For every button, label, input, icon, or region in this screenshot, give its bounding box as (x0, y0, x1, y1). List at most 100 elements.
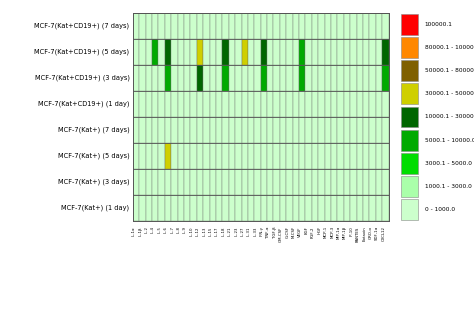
Bar (312, 117, 319, 143)
Bar (222, 39, 228, 65)
Bar (350, 65, 357, 91)
Bar (350, 13, 357, 39)
Text: IL-2: IL-2 (145, 226, 149, 233)
Bar (370, 143, 376, 169)
Bar (293, 91, 299, 117)
Bar (383, 65, 389, 91)
Bar (171, 91, 177, 117)
Bar (177, 13, 184, 39)
Bar (286, 169, 293, 195)
Bar (331, 13, 337, 39)
Bar (139, 65, 146, 91)
Bar (210, 91, 216, 117)
Text: 1000.1 - 3000.0: 1000.1 - 3000.0 (425, 184, 472, 189)
Bar (293, 65, 299, 91)
Bar (363, 91, 370, 117)
Bar (210, 65, 216, 91)
Bar (357, 91, 363, 117)
Bar (184, 117, 190, 143)
Bar (216, 169, 222, 195)
Bar (165, 117, 171, 143)
Bar (228, 195, 235, 221)
Bar (376, 39, 383, 65)
Bar (312, 195, 319, 221)
Bar (261, 13, 267, 39)
Text: IFN-γ: IFN-γ (260, 226, 264, 236)
Bar (383, 169, 389, 195)
Bar (331, 39, 337, 65)
Bar (133, 13, 139, 39)
Bar (241, 143, 248, 169)
Bar (241, 91, 248, 117)
Bar (261, 39, 267, 65)
Bar (241, 39, 248, 65)
Bar (280, 65, 286, 91)
Bar (401, 14, 418, 35)
Bar (306, 143, 312, 169)
Text: IL-12: IL-12 (196, 226, 200, 236)
Bar (370, 169, 376, 195)
Bar (344, 143, 350, 169)
Bar (222, 65, 228, 91)
Bar (267, 39, 273, 65)
Bar (299, 143, 306, 169)
Bar (152, 117, 158, 143)
Bar (235, 169, 241, 195)
Bar (210, 117, 216, 143)
Bar (152, 195, 158, 221)
Bar (280, 143, 286, 169)
Text: 50000.1 - 80000.0: 50000.1 - 80000.0 (425, 68, 474, 73)
Text: IL-13: IL-13 (202, 226, 206, 236)
Bar (357, 195, 363, 221)
Bar (401, 60, 418, 81)
Bar (241, 117, 248, 143)
Bar (235, 143, 241, 169)
Bar (152, 91, 158, 117)
Bar (299, 117, 306, 143)
Bar (350, 169, 357, 195)
Bar (273, 143, 280, 169)
Bar (293, 39, 299, 65)
Bar (133, 91, 139, 117)
Bar (241, 65, 248, 91)
Text: MCF-7(Kat+CD19+) (3 days): MCF-7(Kat+CD19+) (3 days) (35, 75, 129, 81)
Bar (376, 91, 383, 117)
Bar (401, 199, 418, 220)
Bar (319, 143, 325, 169)
Bar (235, 13, 241, 39)
Bar (184, 13, 190, 39)
Text: 0 - 1000.0: 0 - 1000.0 (425, 207, 455, 212)
Bar (177, 117, 184, 143)
Bar (383, 91, 389, 117)
Bar (273, 169, 280, 195)
Bar (190, 13, 197, 39)
Bar (197, 91, 203, 117)
Bar (197, 143, 203, 169)
Bar (190, 39, 197, 65)
Text: IL-31: IL-31 (247, 226, 251, 236)
Text: HGF: HGF (318, 226, 321, 234)
Bar (210, 169, 216, 195)
Bar (350, 195, 357, 221)
Bar (254, 91, 261, 117)
Text: VEGF: VEGF (298, 226, 302, 237)
Text: 30000.1 - 50000.0: 30000.1 - 50000.0 (425, 91, 474, 96)
Bar (139, 91, 146, 117)
Bar (357, 169, 363, 195)
Bar (197, 13, 203, 39)
Bar (273, 13, 280, 39)
Bar (228, 91, 235, 117)
Bar (370, 39, 376, 65)
Bar (331, 91, 337, 117)
Text: G-CSF: G-CSF (285, 226, 290, 238)
Bar (280, 39, 286, 65)
Bar (216, 91, 222, 117)
Text: MCP-3: MCP-3 (330, 226, 334, 238)
Bar (337, 169, 344, 195)
Bar (158, 117, 165, 143)
Text: IL-17: IL-17 (215, 226, 219, 236)
Bar (197, 117, 203, 143)
Bar (139, 195, 146, 221)
Bar (158, 65, 165, 91)
Text: 100000.1: 100000.1 (425, 22, 453, 27)
